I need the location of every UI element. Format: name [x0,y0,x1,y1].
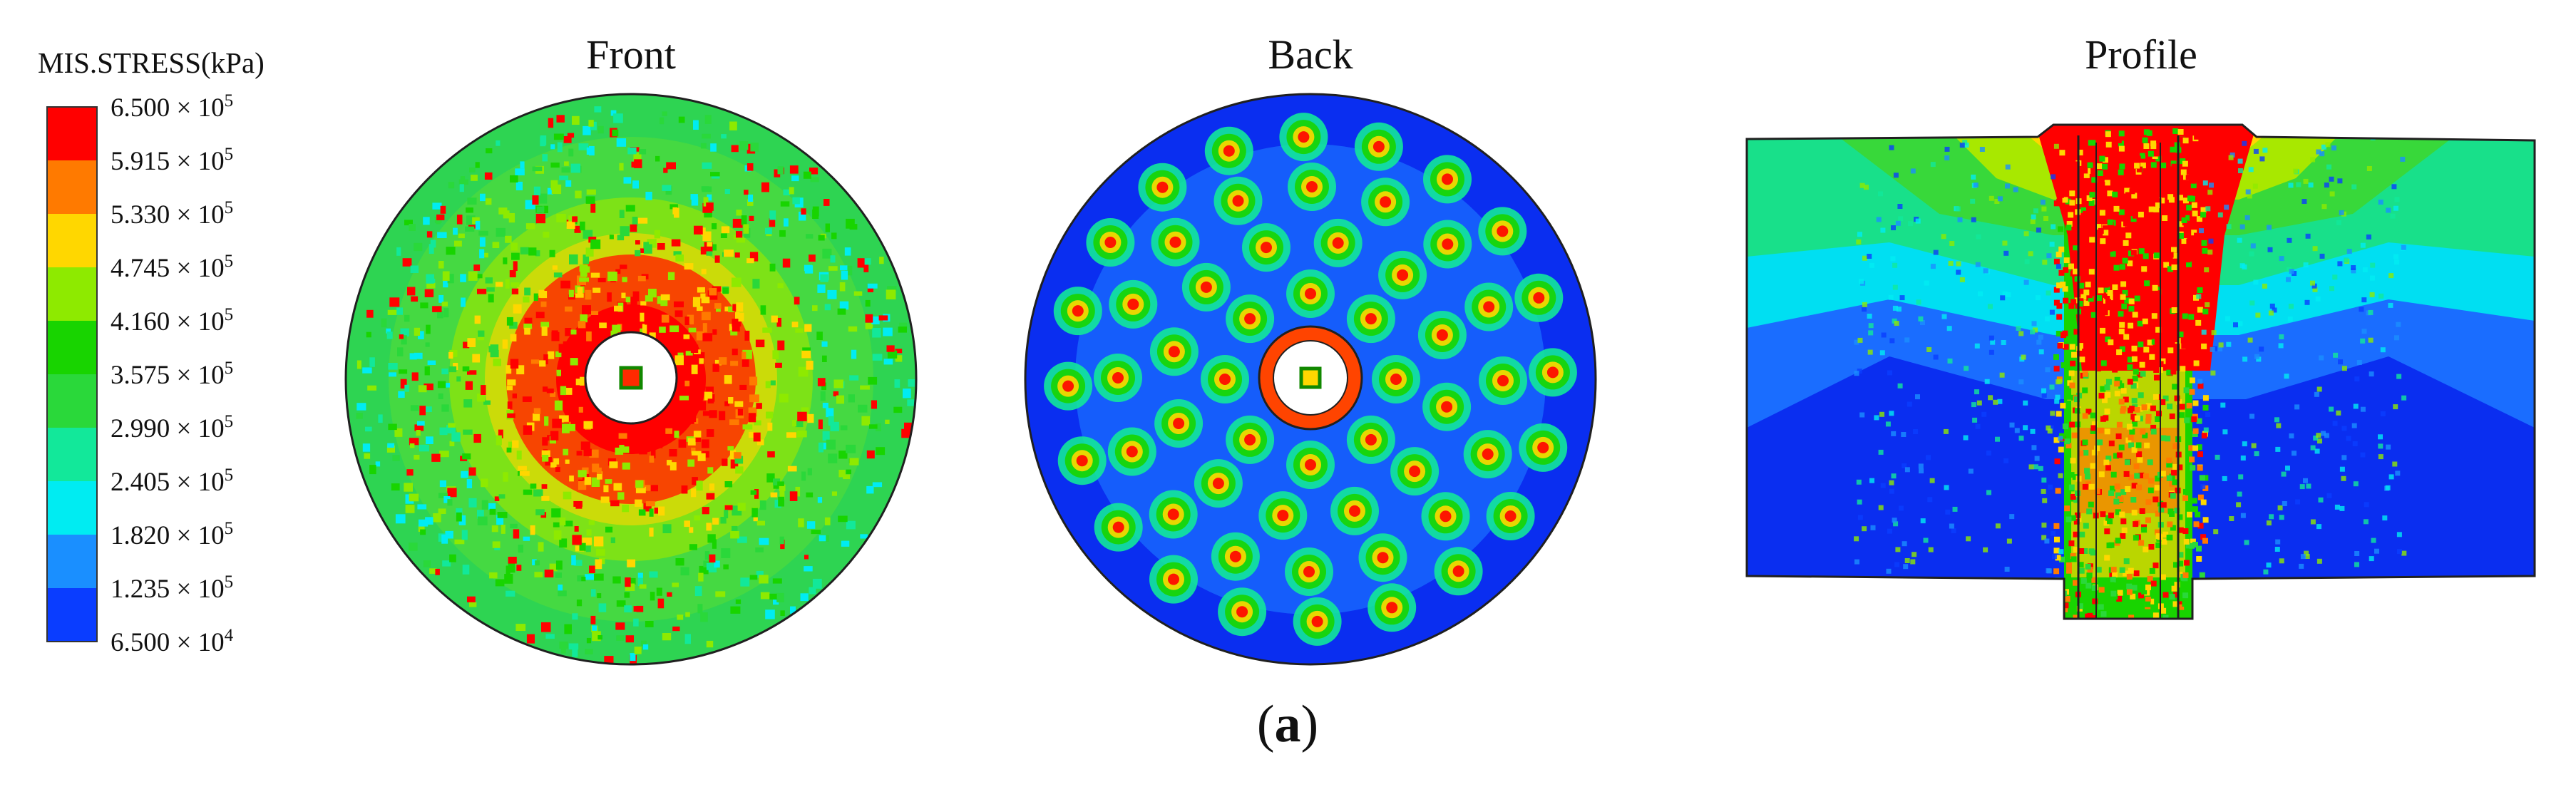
legend-label: 1.820 × 105 [111,519,233,550]
legend-label: 6.500 × 104 [111,626,234,657]
svg-text:(a): (a) [1257,695,1318,753]
profile-stress-texture [1854,128,2407,619]
legend-label: 3.575 × 105 [111,359,233,390]
back-outline [1024,93,1597,666]
figure-caption: (a) [1257,695,1318,753]
legend-swatch [47,374,97,428]
legend-swatch [47,214,97,267]
legend-label: 4.160 × 105 [111,305,233,336]
legend-title: MIS.STRESS(kPa) [38,46,265,79]
legend-swatches [46,106,98,642]
front-outline [344,93,918,666]
caption-close-paren: ) [1301,695,1319,753]
back-center-marker [1299,366,1322,389]
profile-outline [1745,123,2536,620]
legend-swatch [47,535,97,588]
legend-swatch [47,481,97,535]
legend-frame [46,106,98,642]
legend-label: 5.330 × 105 [111,198,233,230]
profile-contour-plot [1747,125,2535,619]
legend-swatch [47,107,97,160]
legend-swatch [47,321,97,374]
legend-swatch [47,267,97,321]
legend-label: 2.990 × 105 [111,412,233,443]
legend-label: 1.235 × 105 [111,572,233,604]
legend-swatch [47,428,97,481]
legend-label: 4.745 × 105 [111,252,233,283]
back-panel-title: Back [1268,31,1353,78]
front-stress-texture [356,106,915,664]
back-panel: Back [1024,31,1597,666]
legend-label: 6.500 × 105 [111,91,233,123]
legend-labels: 6.500 × 105 5.915 × 105 5.330 × 105 4.745 ×… [111,91,234,657]
front-panel: Front [344,31,918,666]
legend-label: 2.405 × 105 [111,465,233,497]
profile-panel: Profile [1745,31,2536,620]
back-stress-texture [1044,113,1577,646]
profile-panel-title: Profile [2085,31,2197,78]
front-center-marker [619,366,643,390]
front-panel-title: Front [586,31,676,78]
legend-label: 5.915 × 105 [111,145,233,176]
caption-open-paren: ( [1257,695,1275,753]
color-legend: MIS.STRESS(kPa) 6.500 × 105 5.915 × 105 5.… [38,46,265,657]
legend-swatch [47,160,97,214]
caption-letter: a [1275,695,1301,753]
legend-swatch [47,588,97,642]
